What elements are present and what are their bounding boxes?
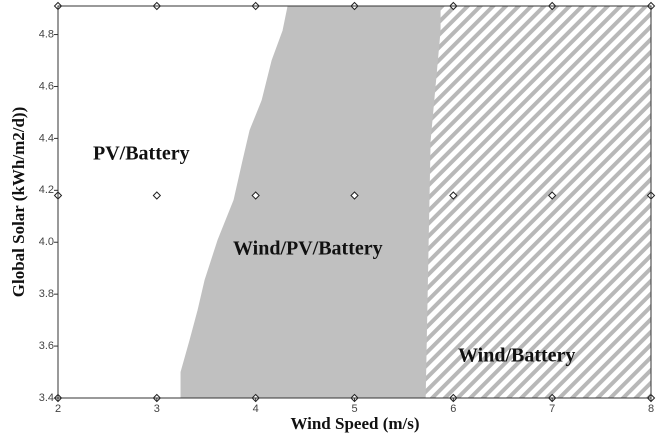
sensitivity-point — [449, 191, 458, 200]
y-tick-label: 3.8 — [39, 288, 54, 300]
y-tick-label: 4.2 — [39, 184, 54, 196]
region-label: PV/Battery — [93, 143, 190, 165]
region-area — [181, 6, 441, 398]
x-tick-label: 6 — [450, 403, 456, 415]
sensitivity-point — [350, 191, 359, 200]
x-tick-label: 3 — [154, 403, 160, 415]
region-boundary — [180, 5, 289, 398]
y-tick-label: 4.4 — [39, 132, 54, 144]
region-label: Wind/PV/Battery — [233, 238, 383, 260]
y-tick-label: 4.6 — [39, 80, 54, 92]
region-area — [425, 6, 651, 398]
y-tick-label: 4.8 — [39, 28, 54, 40]
x-tick-label: 5 — [351, 403, 357, 415]
sensitivity-point — [152, 191, 162, 200]
sensitivity-point — [251, 191, 260, 200]
x-tick-label: 4 — [253, 403, 259, 415]
region-boundary — [424, 6, 441, 399]
y-tick-label: 3.6 — [39, 340, 54, 352]
y-tick-label: 3.4 — [39, 392, 54, 404]
x-tick-label: 7 — [549, 403, 555, 415]
x-tick-label: 8 — [648, 403, 654, 415]
sensitivity-point — [547, 191, 557, 200]
x-axis-title: Wind Speed (m/s) — [290, 414, 419, 433]
y-tick-label: 4.0 — [39, 236, 54, 248]
region-area — [58, 6, 289, 398]
region-label: Wind/Battery — [458, 345, 575, 367]
x-tick-label: 2 — [55, 403, 61, 415]
y-axis-title: Global Solar (kWh/m2/d)) — [9, 107, 28, 298]
